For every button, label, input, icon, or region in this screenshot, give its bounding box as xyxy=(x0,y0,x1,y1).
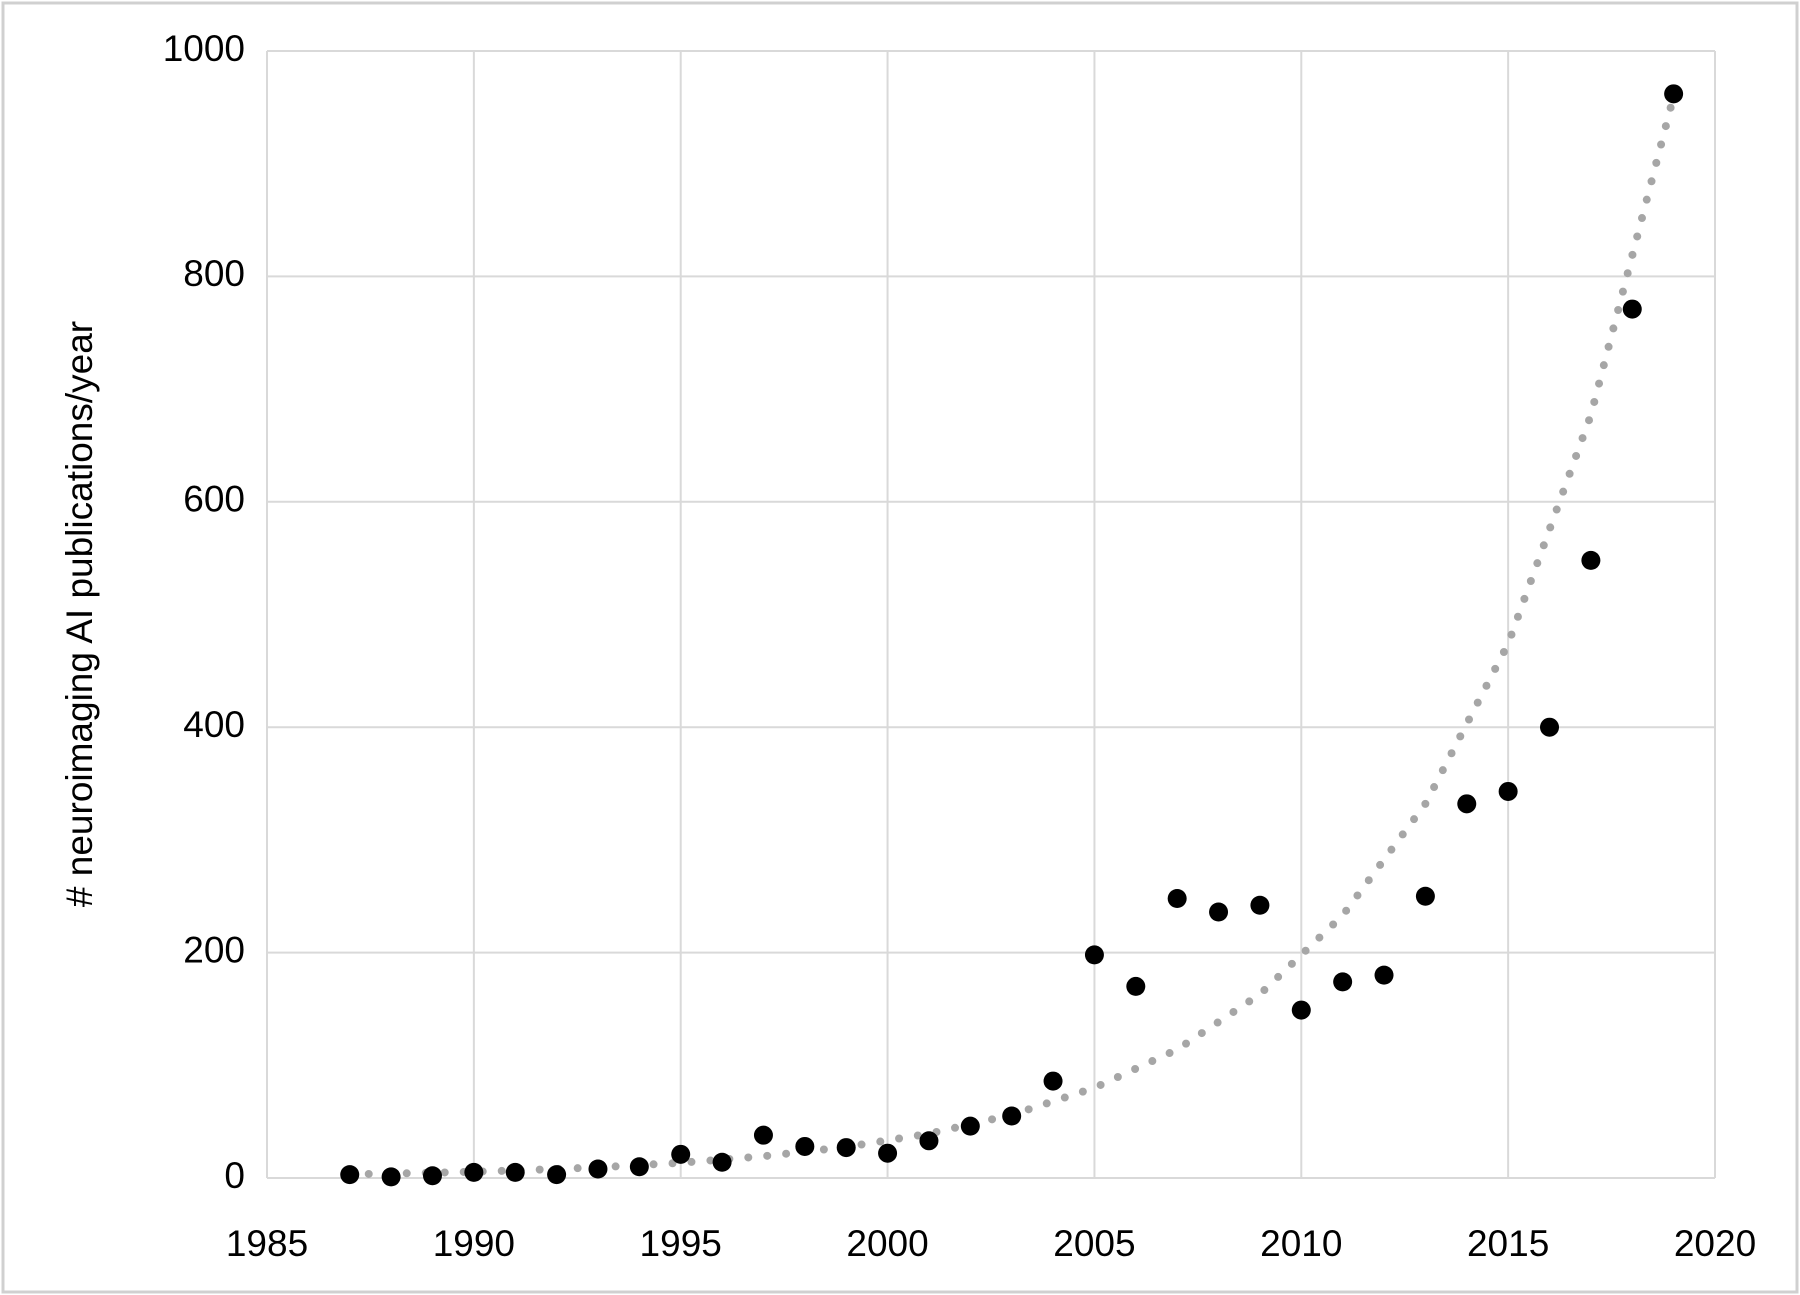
x-tick-label: 2005 xyxy=(1053,1223,1135,1264)
data-point xyxy=(464,1162,484,1182)
data-point xyxy=(1002,1106,1022,1126)
data-point xyxy=(919,1131,939,1151)
data-point xyxy=(1084,945,1104,965)
x-tick-label: 2000 xyxy=(846,1223,928,1264)
data-point xyxy=(878,1143,898,1163)
y-axis-label: # neuroimaging AI publications/year xyxy=(59,321,100,907)
x-tick-label: 1990 xyxy=(433,1223,515,1264)
data-point xyxy=(1167,889,1187,909)
data-point xyxy=(960,1116,980,1136)
data-point xyxy=(1291,1000,1311,1020)
data-point xyxy=(1209,902,1229,922)
data-point xyxy=(1043,1071,1063,1091)
data-point xyxy=(1664,84,1684,104)
y-tick-label: 0 xyxy=(224,1155,245,1196)
data-point xyxy=(1126,976,1146,996)
x-tick-label: 2015 xyxy=(1467,1223,1549,1264)
x-tick-label: 2020 xyxy=(1674,1223,1756,1264)
y-tick-label: 600 xyxy=(183,479,245,520)
data-point xyxy=(753,1125,773,1145)
x-tick-label: 1995 xyxy=(640,1223,722,1264)
data-point xyxy=(671,1144,691,1164)
data-point xyxy=(1333,972,1353,992)
data-point xyxy=(547,1165,567,1185)
data-point xyxy=(381,1167,401,1187)
data-point xyxy=(795,1136,815,1156)
x-tick-label: 2010 xyxy=(1260,1223,1342,1264)
data-point xyxy=(422,1166,442,1186)
data-point xyxy=(588,1159,608,1179)
y-tick-label: 400 xyxy=(183,704,245,745)
data-point xyxy=(1581,550,1601,570)
x-tick-label: 1985 xyxy=(226,1223,308,1264)
data-point xyxy=(629,1157,649,1177)
data-point xyxy=(1250,895,1270,915)
data-point xyxy=(1374,965,1394,985)
data-point xyxy=(1498,781,1518,801)
data-point xyxy=(1457,794,1477,814)
data-point xyxy=(1540,717,1560,737)
data-point xyxy=(340,1165,360,1185)
y-tick-label: 800 xyxy=(183,253,245,294)
data-point xyxy=(836,1138,856,1158)
data-point xyxy=(505,1162,525,1182)
data-point xyxy=(1415,886,1435,906)
data-point xyxy=(712,1152,732,1172)
y-tick-label: 1000 xyxy=(163,28,245,69)
y-tick-label: 200 xyxy=(183,929,245,970)
data-point xyxy=(1622,299,1642,319)
